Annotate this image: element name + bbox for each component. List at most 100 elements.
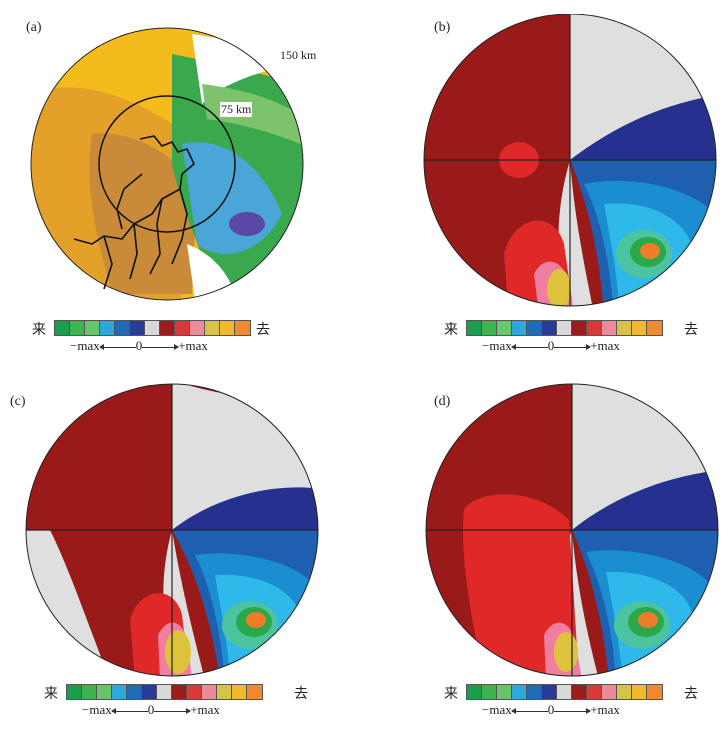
radar-disk-observed <box>30 27 304 301</box>
scale-neg: −max <box>482 338 512 353</box>
legend-swatch <box>247 685 262 699</box>
region-approach-purple <box>229 212 265 236</box>
legend-swatch <box>512 685 527 699</box>
legend-swatch <box>130 321 145 335</box>
velocity-legend: 来 去 −max 0 +max <box>444 318 714 358</box>
coastline-boundaries <box>73 135 195 290</box>
legend-swatch <box>85 321 100 335</box>
ring-label-150km: 150 km <box>279 48 318 63</box>
legend-swatch <box>527 685 542 699</box>
legend-recede-label: 去 <box>294 687 308 702</box>
legend-colorbar <box>466 320 663 336</box>
panel-label: (d) <box>434 394 451 409</box>
legend-swatch <box>602 321 617 335</box>
legend-swatch <box>587 685 602 699</box>
ring-75km <box>98 95 236 233</box>
legend-approach-label: 来 <box>32 323 46 338</box>
velocity-legend: 来 去 −max 0 +max <box>444 682 714 722</box>
legend-swatch <box>542 685 557 699</box>
scale-pos: +max <box>590 702 620 717</box>
panel-a: (a) 150 km 75 km 来 去 −max 0 +max <box>22 14 362 374</box>
legend-swatch <box>70 321 85 335</box>
scale-pos: +max <box>190 702 220 717</box>
legend-recede-label: 去 <box>256 323 270 338</box>
panel-label: (b) <box>434 20 451 35</box>
scale-zero: 0 <box>135 338 143 353</box>
legend-swatch <box>602 685 617 699</box>
legend-swatch <box>617 685 632 699</box>
velocity-legend: 来 去 −max 0 +max <box>32 318 302 358</box>
scale-neg: −max <box>70 338 100 353</box>
legend-recede-label: 去 <box>684 687 698 702</box>
scale-pos: +max <box>178 338 208 353</box>
legend-swatch <box>235 321 250 335</box>
legend-swatch <box>512 321 527 335</box>
scale-neg: −max <box>482 702 512 717</box>
legend-swatch <box>190 321 205 335</box>
legend-scale: −max 0 +max <box>82 702 220 718</box>
legend-swatch <box>115 321 130 335</box>
region-receding-brown <box>89 133 197 294</box>
legend-swatch <box>172 685 187 699</box>
legend-swatch <box>647 321 662 335</box>
scale-zero: 0 <box>547 338 555 353</box>
legend-swatch <box>220 321 235 335</box>
legend-swatch <box>217 685 232 699</box>
legend-swatch <box>482 321 497 335</box>
legend-swatch <box>55 321 70 335</box>
legend-swatch <box>572 321 587 335</box>
legend-approach-label: 来 <box>44 687 58 702</box>
legend-swatch <box>467 321 482 335</box>
legend-swatch <box>467 685 482 699</box>
legend-swatch <box>232 685 247 699</box>
legend-swatch <box>97 685 112 699</box>
legend-swatch <box>572 685 587 699</box>
legend-swatch <box>527 321 542 335</box>
legend-swatch <box>482 685 497 699</box>
panel-label: (a) <box>26 20 42 35</box>
legend-colorbar <box>66 684 263 700</box>
scale-pos: +max <box>590 338 620 353</box>
panel-c: (c) 来 去 −max 0 +max <box>10 380 350 740</box>
legend-swatch <box>67 685 82 699</box>
legend-scale: −max 0 +max <box>482 702 620 718</box>
legend-swatch <box>187 685 202 699</box>
legend-swatch <box>145 321 160 335</box>
ring-label-75km: 75 km <box>220 102 253 117</box>
legend-recede-label: 去 <box>684 323 698 338</box>
legend-swatch <box>497 685 512 699</box>
legend-swatch <box>160 321 175 335</box>
legend-scale: −max 0 +max <box>482 338 620 354</box>
panel-b: (b) 来 去 −max 0 +max <box>404 14 728 374</box>
legend-swatch <box>175 321 190 335</box>
panel-d: (d) 来 去 −max 0 +max <box>404 380 728 740</box>
ring-150km <box>30 27 304 301</box>
legend-approach-label: 来 <box>444 687 458 702</box>
radar-disk-simulated-d <box>425 383 719 677</box>
legend-colorbar <box>54 320 251 336</box>
scale-zero: 0 <box>547 702 555 717</box>
legend-swatch <box>100 321 115 335</box>
legend-swatch <box>112 685 127 699</box>
scale-zero: 0 <box>147 702 155 717</box>
legend-swatch <box>542 321 557 335</box>
legend-swatch <box>82 685 97 699</box>
legend-swatch <box>617 321 632 335</box>
legend-swatch <box>157 685 172 699</box>
legend-swatch <box>557 321 572 335</box>
legend-swatch <box>142 685 157 699</box>
radar-disk-simulated-c <box>25 383 319 677</box>
legend-swatch <box>647 685 662 699</box>
legend-swatch <box>205 321 220 335</box>
legend-swatch <box>587 321 602 335</box>
legend-swatch <box>557 685 572 699</box>
legend-swatch <box>202 685 217 699</box>
legend-swatch <box>632 685 647 699</box>
region-approach-lightgreen <box>202 84 303 154</box>
legend-approach-label: 来 <box>444 323 458 338</box>
scale-neg: −max <box>82 702 112 717</box>
panel-label: (c) <box>10 394 26 409</box>
legend-swatch <box>497 321 512 335</box>
legend-swatch <box>632 321 647 335</box>
radar-disk-simulated-b <box>423 14 717 307</box>
